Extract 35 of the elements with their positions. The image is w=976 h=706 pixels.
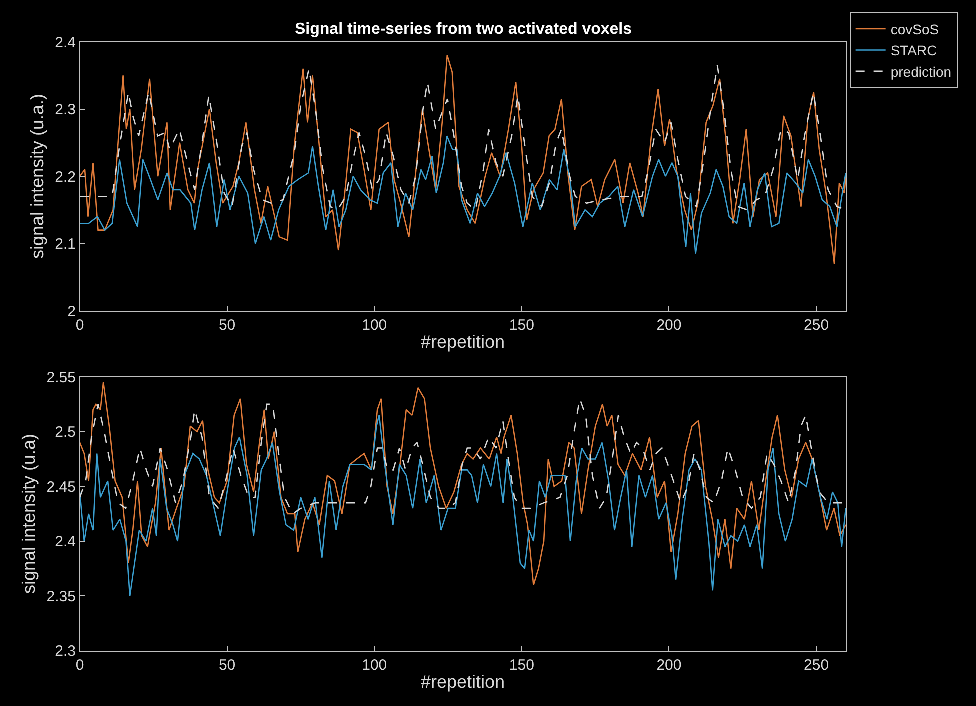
legend-label: prediction	[890, 64, 952, 80]
x-axis-title: #repetition	[420, 332, 506, 352]
y-tick-label: 2.55	[46, 369, 76, 386]
y-tick-label: 2.3	[55, 643, 76, 660]
x-tick-label: 150	[509, 317, 534, 334]
y-tick-label: 2.45	[46, 478, 76, 496]
x-tick-label: 250	[804, 657, 830, 674]
y-tick-label: 2.4	[55, 534, 76, 551]
chart-title: Signal time-series from two activated voxels	[295, 21, 632, 38]
legend-label: STARC	[890, 42, 938, 59]
y-tick-label: 2.2	[55, 168, 76, 186]
y-tick-label: 2.35	[46, 588, 76, 606]
line-series	[80, 382, 846, 586]
x-axis-title: #repetition	[420, 672, 506, 692]
line-series	[80, 54, 846, 265]
y-axis-title: signal intensity (u.a.)	[27, 94, 48, 260]
y-tick-label: 2.3	[55, 102, 76, 119]
x-tick-label: 200	[656, 657, 682, 674]
x-tick-label: 50	[218, 317, 236, 334]
x-tick-label: 100	[362, 657, 388, 674]
line-series	[80, 414, 846, 597]
y-axis-title: signal intensity (u.a)	[18, 434, 39, 594]
y-tick-label: 2.4	[55, 34, 76, 52]
y-tick-label: 2.5	[55, 424, 76, 442]
line-series	[80, 136, 846, 255]
y-tick-label: 2.1	[55, 236, 76, 254]
x-tick-label: 200	[656, 317, 682, 334]
y-tick-label: 2	[68, 303, 76, 320]
x-tick-label: 100	[362, 317, 388, 334]
x-tick-label: 250	[804, 317, 830, 334]
x-tick-label: 0	[76, 657, 84, 674]
x-tick-label: 150	[509, 657, 534, 674]
x-tick-label: 0	[76, 317, 84, 334]
legend-label: covSoS	[890, 21, 940, 38]
x-tick-label: 50	[218, 657, 236, 674]
